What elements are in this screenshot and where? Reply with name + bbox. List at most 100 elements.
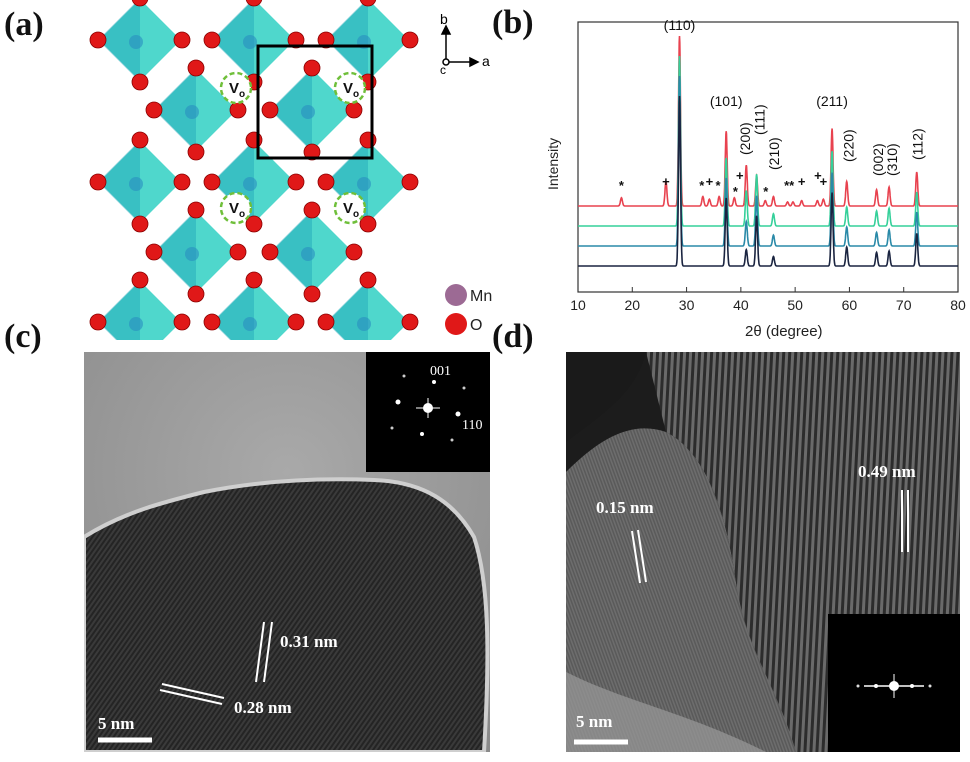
o-atom bbox=[173, 31, 191, 49]
o-atom bbox=[203, 313, 221, 331]
o-atom bbox=[303, 143, 321, 161]
impurity-mark: * bbox=[763, 184, 769, 199]
o-atom bbox=[345, 101, 363, 119]
o-atom bbox=[317, 313, 335, 331]
xrd-series-line bbox=[578, 95, 958, 267]
o-atom bbox=[359, 131, 377, 149]
x-tick-label: 70 bbox=[896, 297, 912, 313]
panel-label-d: (d) bbox=[492, 318, 534, 355]
o-atom bbox=[145, 101, 163, 119]
mn-atom bbox=[185, 105, 199, 119]
o-atom bbox=[145, 243, 163, 261]
x-tick-label: 80 bbox=[950, 297, 966, 313]
peak-label: (310) bbox=[884, 143, 900, 176]
legend-mn-label: Mn bbox=[470, 288, 492, 305]
x-tick-label: 50 bbox=[787, 297, 803, 313]
peak-label: (112) bbox=[909, 128, 925, 160]
panel-label-a: (a) bbox=[4, 6, 44, 43]
peak-label: (101) bbox=[710, 93, 743, 109]
mn-atom bbox=[129, 35, 143, 49]
o-atom bbox=[187, 285, 205, 303]
o-atom bbox=[245, 271, 263, 289]
series-layer bbox=[578, 35, 958, 267]
fft-label-110: 110 bbox=[462, 418, 483, 433]
o-atom bbox=[303, 59, 321, 77]
tem-image-d: 0.15 nm 0.49 nm 5 nm bbox=[566, 352, 960, 752]
fringe-label-028: 0.28 nm bbox=[234, 698, 292, 717]
oxygen-vacancy bbox=[333, 71, 367, 105]
plot-border bbox=[577, 21, 959, 293]
xrd-series-line bbox=[578, 75, 958, 247]
scale-bar-label: 5 nm bbox=[98, 714, 135, 733]
impurity-mark: + bbox=[814, 168, 822, 183]
o-atom bbox=[303, 285, 321, 303]
octahedron bbox=[324, 278, 412, 340]
fringe-label-049: 0.49 nm bbox=[858, 462, 916, 481]
impurity-mark: * bbox=[716, 178, 722, 193]
impurity-mark: * bbox=[619, 178, 625, 193]
impurity-mark: ** bbox=[784, 178, 795, 193]
octahedron-shade bbox=[154, 210, 196, 294]
o-atom bbox=[173, 313, 191, 331]
impurity-mark: + bbox=[662, 174, 670, 189]
mn-atom bbox=[357, 177, 371, 191]
y-axis-label: Intensity bbox=[545, 138, 561, 190]
x-tick-label: 20 bbox=[624, 297, 640, 313]
peak-label: (210) bbox=[766, 137, 782, 170]
legend-o-swatch bbox=[445, 313, 467, 335]
o-atom bbox=[317, 31, 335, 49]
o-atom bbox=[359, 215, 377, 233]
fft-label-001: 001 bbox=[430, 364, 451, 379]
o-atom bbox=[187, 201, 205, 219]
o-atom bbox=[245, 215, 263, 233]
peak-label: (111) bbox=[751, 104, 767, 135]
impurity-mark: * bbox=[733, 184, 739, 199]
impurity-mark: * bbox=[699, 178, 705, 193]
o-atom bbox=[187, 143, 205, 161]
panel-label-b: (b) bbox=[492, 4, 534, 41]
o-atom bbox=[203, 31, 221, 49]
mn-atom bbox=[129, 177, 143, 191]
xrd-chart: (110) (101) (200)(111) (210) (211) (220) (002)… bbox=[545, 17, 966, 340]
x-axis-label: 2θ (degree) bbox=[745, 323, 823, 340]
panel-label-c: (c) bbox=[4, 318, 42, 355]
mn-atom bbox=[185, 247, 199, 261]
mn-atom bbox=[243, 317, 257, 331]
o-atom bbox=[173, 173, 191, 191]
fringe-label-031: 0.31 nm bbox=[280, 632, 338, 651]
o-atom bbox=[89, 173, 107, 191]
o-atom bbox=[131, 131, 149, 149]
o-atom bbox=[287, 313, 305, 331]
tick-layer: 10 20 30 40 50 60 70 80 bbox=[570, 287, 966, 313]
o-atom bbox=[187, 59, 205, 77]
unit-cell bbox=[256, 44, 374, 160]
mn-atom bbox=[243, 35, 257, 49]
octahedron-shade bbox=[154, 68, 196, 152]
o-atom bbox=[89, 313, 107, 331]
octahedron-shade bbox=[326, 0, 368, 82]
peak-label: (110) bbox=[664, 17, 696, 33]
octahedron-shade bbox=[326, 280, 368, 340]
fringe-label-015: 0.15 nm bbox=[596, 498, 654, 517]
o-atom bbox=[345, 243, 363, 261]
octahedron-shade bbox=[212, 0, 254, 82]
legend-mn-swatch bbox=[445, 284, 467, 306]
o-atom bbox=[131, 73, 149, 91]
peak-label: (002) bbox=[870, 143, 886, 176]
octahedron-shade bbox=[270, 210, 312, 294]
peak-label-layer: (110) (101) (200)(111) (210) (211) (220) (002)… bbox=[664, 17, 926, 176]
o-atom bbox=[261, 101, 279, 119]
o-atom bbox=[317, 173, 335, 191]
o-atom bbox=[131, 271, 149, 289]
o-atom bbox=[359, 0, 377, 7]
octahedron-shade bbox=[270, 68, 312, 152]
oxygen-vacancy bbox=[333, 191, 367, 225]
o-atom bbox=[245, 131, 263, 149]
xrd-series-line bbox=[578, 35, 958, 207]
scale-bar-label: 5 nm bbox=[576, 712, 613, 731]
mn-atom bbox=[243, 177, 257, 191]
mn-atom bbox=[129, 317, 143, 331]
impurity-mark: + bbox=[706, 174, 714, 189]
